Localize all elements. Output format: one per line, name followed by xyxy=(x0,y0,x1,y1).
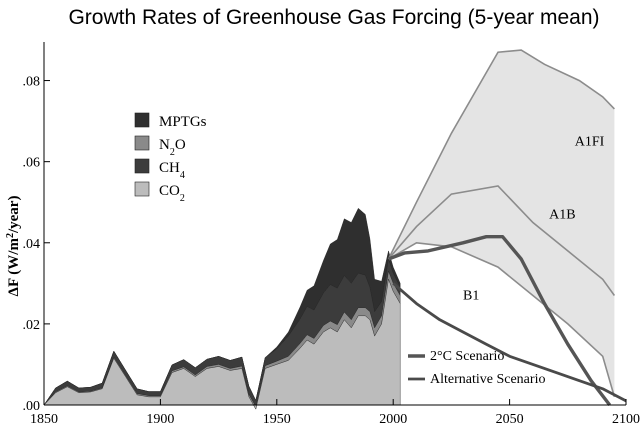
scenario-line-a1fi xyxy=(387,49,615,260)
x-tick-label-2050: 2050 xyxy=(496,412,524,427)
legend-label-two-degree: 2°C Scenario xyxy=(430,349,504,364)
scenario-line-b1 xyxy=(388,241,616,398)
legend-label-ch4: CH4 xyxy=(159,160,185,181)
y-tick-label-.04: .04 xyxy=(23,237,41,252)
y-tick-label-.00: .00 xyxy=(23,399,41,414)
y-axis-label-prefix: ΔF (W/m xyxy=(6,238,22,297)
x-tick-label-2000: 2000 xyxy=(379,412,407,427)
legend-swatch-ch4 xyxy=(134,158,150,174)
axes: 1850 1900 1950 2000 2050 2100 .00 .02 .04 .06 .08 xyxy=(23,42,640,427)
y-axis-label: ΔF (W/m2/year) xyxy=(5,196,23,297)
scenario-label-a1b: A1B xyxy=(549,207,575,222)
alternative-scenario-line xyxy=(392,282,627,403)
scenario-label-b1: B1 xyxy=(463,289,479,304)
chart-title: Growth Rates of Greenhouse Gas Forcing (… xyxy=(68,6,599,29)
x-tick-label-1850: 1850 xyxy=(30,412,58,427)
legend-label-alternative: Alternative Scenario xyxy=(430,372,545,387)
legend-swatch-n2o xyxy=(134,135,150,151)
two-degree-scenario-line xyxy=(387,234,612,407)
y-tick-label-.06: .06 xyxy=(23,156,41,171)
y-tick-label-.08: .08 xyxy=(23,75,41,90)
y-axis-label-suffix: /year) xyxy=(6,196,22,234)
scenario-envelope-band xyxy=(388,50,615,397)
legend-swatch-co2 xyxy=(134,181,150,197)
scenario-label-a1fi: A1FI xyxy=(575,134,605,149)
legend: 2°C Scenario Alternative Scenario MPTGs N2O… xyxy=(134,112,545,387)
x-tick-label-1900: 1900 xyxy=(146,412,174,427)
legend-label-co2: CO2 xyxy=(159,183,185,204)
x-tick-label-1950: 1950 xyxy=(263,412,291,427)
legend-label-n2o: N2O xyxy=(159,137,186,158)
plot-area: A1FI A1B B1 xyxy=(43,49,627,410)
legend-label-mptgs: MPTGs xyxy=(159,114,207,130)
scenario-line-a1b xyxy=(387,185,616,296)
y-tick-label-.02: .02 xyxy=(23,318,41,333)
x-tick-label-2100: 2100 xyxy=(612,412,640,427)
svg-text:ΔF (W/m2/year): ΔF (W/m2/year) xyxy=(5,196,23,297)
y-axis-label-sup: 2 xyxy=(5,233,16,238)
legend-swatch-mptgs xyxy=(134,112,150,128)
